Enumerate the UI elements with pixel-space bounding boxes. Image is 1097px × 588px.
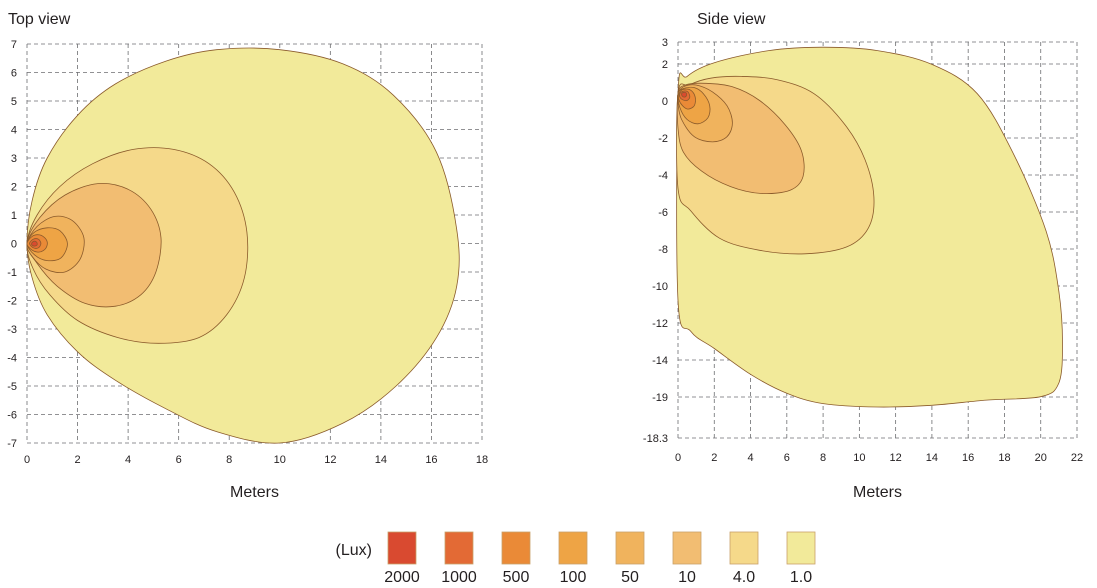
y-tick-label: -12 <box>652 318 668 330</box>
y-tick-label: -2 <box>7 296 17 308</box>
chart-title: Side view <box>697 11 766 28</box>
x-tick-label: 18 <box>476 454 488 466</box>
x-tick-label: 4 <box>125 454 131 466</box>
legend-swatch <box>501 531 531 565</box>
legend-label: 1.0 <box>790 569 812 586</box>
lux-legend: (Lux) 2000 1000 500 100 50 10 4.0 1.0 <box>336 531 816 586</box>
x-tick-label: 14 <box>375 454 387 466</box>
y-tick-label: -5 <box>7 381 17 393</box>
legend-label: 100 <box>560 569 587 586</box>
y-tick-label: -2 <box>658 133 668 145</box>
legend-swatch <box>615 531 645 565</box>
legend-unit: (Lux) <box>336 542 372 559</box>
y-tick-label: 0 <box>662 96 668 108</box>
x-tick-label: 10 <box>853 452 865 464</box>
chart-title: Top view <box>8 11 71 28</box>
x-tick-label: 0 <box>675 452 681 464</box>
x-tick-label: 6 <box>784 452 790 464</box>
y-tick-label: -7 <box>7 438 17 450</box>
legend-label: 500 <box>503 569 530 586</box>
legend-swatch <box>672 531 702 565</box>
y-tick-label: -18.3 <box>643 433 668 445</box>
y-tick-label: -8 <box>658 244 668 256</box>
x-tick-label: 14 <box>926 452 938 464</box>
legend-swatch <box>786 531 816 565</box>
y-tick-label: 1 <box>11 210 17 222</box>
y-tick-label: -1 <box>7 267 17 279</box>
y-tick-label: -3 <box>7 324 17 336</box>
y-tick-label: -6 <box>7 410 17 422</box>
x-tick-label: 10 <box>274 454 286 466</box>
x-tick-label: 2 <box>711 452 717 464</box>
y-tick-label: 6 <box>11 68 17 80</box>
x-axis-label: Meters <box>230 484 279 501</box>
x-tick-label: 22 <box>1071 452 1083 464</box>
legend-label: 10 <box>678 569 696 586</box>
y-tick-label: -19 <box>652 392 668 404</box>
y-tick-label: 2 <box>662 59 668 71</box>
legend-label: 50 <box>621 569 639 586</box>
x-tick-label: 2 <box>74 454 80 466</box>
y-tick-label: 7 <box>11 39 17 51</box>
x-tick-label: 16 <box>425 454 437 466</box>
contour-2000 <box>31 240 38 247</box>
y-tick-label: 2 <box>11 182 17 194</box>
x-tick-label: 16 <box>962 452 974 464</box>
legend-swatch <box>729 531 759 565</box>
x-tick-label: 20 <box>1035 452 1047 464</box>
y-tick-label: -14 <box>652 355 668 367</box>
legend-swatch <box>558 531 588 565</box>
x-tick-label: 12 <box>890 452 902 464</box>
y-tick-label: 3 <box>662 37 668 49</box>
x-tick-label: 6 <box>176 454 182 466</box>
y-tick-label: 3 <box>11 153 17 165</box>
y-tick-label: 4 <box>11 125 17 137</box>
y-tick-label: 5 <box>11 96 17 108</box>
x-tick-label: 12 <box>324 454 336 466</box>
contour-10 <box>26 183 162 308</box>
x-axis-label: Meters <box>853 484 902 501</box>
y-tick-label: -4 <box>7 353 17 365</box>
contour-2000 <box>681 91 688 98</box>
x-tick-label: 18 <box>998 452 1010 464</box>
x-tick-label: 4 <box>747 452 753 464</box>
legend-label: 2000 <box>384 569 420 586</box>
legend-swatch <box>387 531 417 565</box>
x-tick-label: 0 <box>24 454 30 466</box>
legend-label: 4.0 <box>733 569 755 586</box>
legend-label: 1000 <box>441 569 477 586</box>
x-tick-label: 8 <box>820 452 826 464</box>
y-tick-label: -6 <box>658 207 668 219</box>
y-tick-label: 0 <box>11 239 17 251</box>
y-tick-label: -10 <box>652 281 668 293</box>
legend-swatch <box>444 531 474 565</box>
y-tick-label: -4 <box>658 170 668 182</box>
x-tick-label: 8 <box>226 454 232 466</box>
